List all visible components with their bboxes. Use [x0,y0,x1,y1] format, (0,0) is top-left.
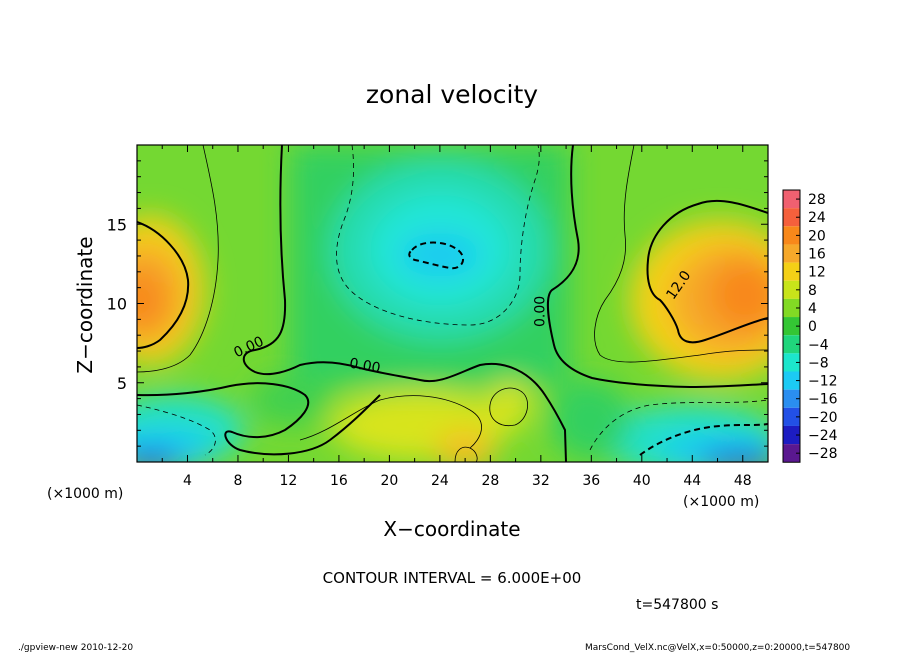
x-tick-label: 20 [380,473,398,489]
colorbar-label: 16 [808,247,826,263]
thin-contour-bubble [489,387,529,427]
x-tick-label: 16 [330,473,348,489]
colorbar-swatch [783,280,800,299]
thin-dashed-contour-bottom-left [137,404,216,456]
colorbar-swatch [783,190,800,209]
x-unit-right: (×1000 m) [683,494,759,510]
colorbar-swatch [783,244,800,263]
thin-contour-bottom-center [299,395,482,449]
thin-dashed-contour-bottom-right [589,399,768,451]
colorbar-label: 12 [808,265,826,281]
colorbar-swatch [783,407,800,426]
colorbar-label: 8 [808,283,817,299]
colorbar-label: 0 [808,319,817,335]
zero-contour-left [242,145,567,462]
twelve-contour-right [646,199,768,344]
colorbar-swatch [783,335,800,354]
contour-lines [137,145,768,462]
x-tick-label: 40 [633,473,651,489]
footer-left: ./gpview-new 2010-12-20 [18,643,134,653]
colorbar-swatch [783,389,800,408]
x-tick-label: 4 [183,473,192,489]
footer-right: MarsCond_VelX.nc@VelX,x=0:50000,z=0:2000… [585,643,851,653]
x-axis: 4 8 12 16 20 24 28 32 36 40 44 48 [161,145,752,489]
chart-title: zonal velocity [366,80,538,109]
x-unit-left: (×1000 m) [47,486,123,502]
colorbar-swatch [783,208,800,227]
zero-contour-right [546,145,768,389]
y-axis: 5 10 15 [107,160,768,447]
y-tick-label: 10 [107,295,127,314]
velocity-field [137,145,768,462]
colorbar-swatch [783,444,800,463]
x-tick-label: 32 [532,473,550,489]
thin-contour-left [137,145,219,373]
x-tick-label: 36 [582,473,600,489]
contour-interval-note: CONTOUR INTERVAL = 6.000E+00 [323,569,582,587]
plot-area [137,145,768,462]
thin-contour-right [594,145,768,363]
time-label: t=547800 s [636,597,718,613]
colorbar-swatch [783,262,800,281]
colorbar-label: 20 [808,228,826,244]
colorbar-swatch [783,317,800,336]
colorbar-swatch [783,353,800,372]
contour-label: 0.00 [348,356,381,377]
x-tick-label: 12 [280,473,298,489]
x-axis-label: X−coordinate [383,517,520,541]
colorbar-swatch [783,371,800,390]
x-tick-label: 48 [734,473,752,489]
colorbar-swatch [783,226,800,245]
twelve-contour-left [137,221,190,349]
y-tick-label: 5 [117,374,127,393]
contour-label: 0.00 [533,296,549,327]
x-tick-label: 28 [481,473,499,489]
colorbar-label: −4 [808,337,829,353]
y-axis-label: Z−coordinate [73,236,97,373]
colorbar-label: −12 [808,374,838,390]
thin-dashed-contour-center-left [336,145,540,326]
colorbar-label: −24 [808,428,838,444]
colorbar-label: 28 [808,192,826,208]
colorbar-label: −16 [808,392,838,408]
negative-twelve-contour-bottom-right [639,423,768,456]
y-tick-label: 15 [107,215,127,234]
x-tick-label: 8 [233,473,242,489]
colorbar-swatch [783,298,800,318]
negative-contour-top [408,241,465,270]
thin-contour-bottom-yellow [454,446,478,462]
colorbar-swatch [783,425,800,445]
zero-contour-bottom [137,382,381,456]
colorbar-label: 24 [808,210,826,226]
x-tick-label: 24 [431,473,449,489]
x-tick-label: 44 [683,473,701,489]
colorbar-label: 4 [808,301,817,317]
colorbar-label: −8 [808,355,829,371]
colorbar-label: −28 [808,446,838,462]
colorbar-label: −20 [808,410,838,426]
colorbar: 28 24 20 16 12 8 4 0 −4 −8 −12 −16 −20 −24 −28 [782,189,838,463]
